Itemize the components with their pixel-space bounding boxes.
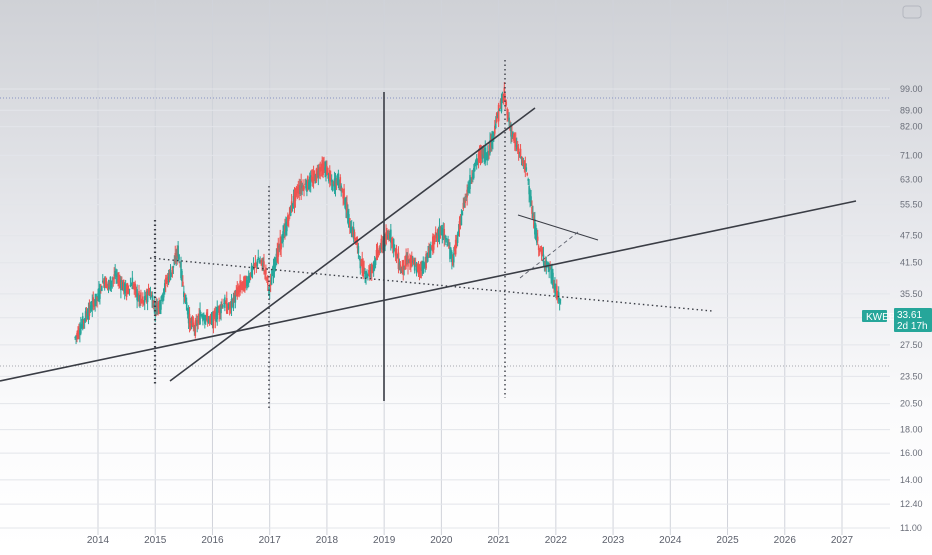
symbol-label: KWEB [866,312,896,323]
candles [74,82,562,345]
last-price-label: 33.61 [897,310,922,321]
chart-settings-button[interactable] [902,5,922,19]
y-tick-label: 27.50 [900,340,923,350]
y-tick-label: 35.50 [900,289,923,299]
x-tick-label: 2022 [545,535,568,546]
x-tick-label: 2020 [430,535,453,546]
x-axis-labels: 2014 2015 2016 2017 2018 2019 2020 2021 2022 2023… [87,535,854,546]
y-tick-label: 11.00 [900,523,922,533]
x-tick-label: 2016 [201,535,224,546]
x-tick-label: 2021 [487,535,510,546]
symbol-badge[interactable]: KWEB [862,310,896,323]
x-tick-label: 2026 [774,535,797,546]
y-tick-label: 63.00 [900,174,923,184]
y-tick-label: 71.00 [900,150,923,160]
y-tick-label: 55.50 [900,200,923,210]
price-badge[interactable]: 33.61 2d 17h [894,308,932,332]
y-tick-label: 47.50 [900,231,923,241]
y-tick-label: 16.00 [900,448,923,458]
x-tick-label: 2017 [259,535,282,546]
x-tick-label: 2019 [373,535,396,546]
y-tick-label: 20.50 [900,399,923,409]
x-tick-label: 2018 [316,535,339,546]
drawings [0,60,857,408]
x-tick-label: 2027 [831,535,854,546]
x-tick-label: 2014 [87,535,110,546]
y-tick-label: 99.00 [900,84,923,94]
pennant-upper-line[interactable] [517,214,599,241]
y-tick-label: 82.00 [900,122,923,132]
symbol-badge-bg [862,310,887,322]
long-uptrend-line[interactable] [0,200,857,382]
y-tick-label: 41.50 [900,258,923,268]
horizontal-gridlines [0,88,890,529]
y-tick-label: 18.00 [900,425,923,435]
y-tick-label: 23.50 [900,371,923,381]
steep-uptrend-line[interactable] [169,107,536,382]
x-tick-label: 2015 [144,535,167,546]
x-tick-label: 2025 [716,535,739,546]
y-tick-label: 14.00 [900,475,923,485]
price-badge-bg [894,308,932,332]
y-tick-label: 12.40 [900,499,923,509]
y-tick-label: 89.00 [900,105,923,115]
countdown-label: 2d 17h [897,321,928,332]
x-tick-label: 2024 [659,535,682,546]
x-tick-label: 2023 [602,535,625,546]
pennant-lower-line[interactable] [519,231,579,279]
